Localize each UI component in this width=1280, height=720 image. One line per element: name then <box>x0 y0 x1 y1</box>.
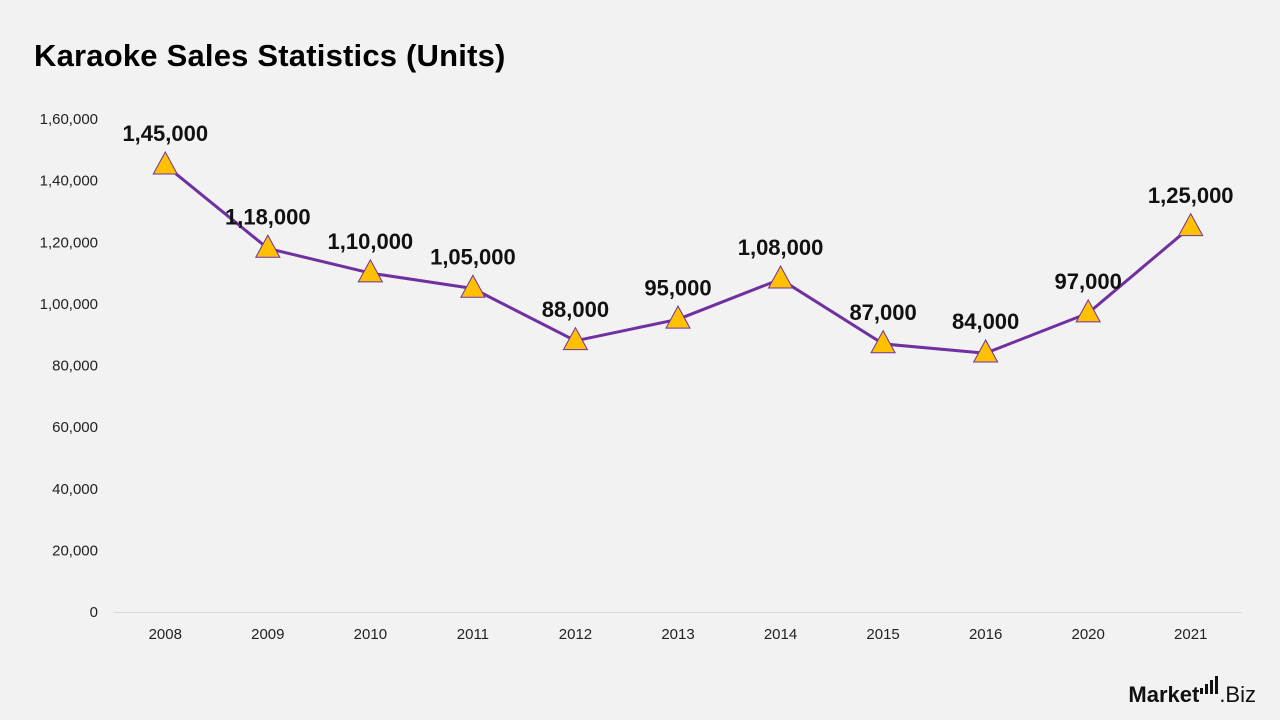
y-tick-label: 80,000 <box>52 358 98 375</box>
triangle-marker <box>254 234 281 258</box>
x-tick-label: 2008 <box>149 626 182 643</box>
y-tick-label: 1,40,000 <box>40 173 98 190</box>
data-label: 1,45,000 <box>122 121 208 146</box>
series-markers <box>152 150 1204 363</box>
y-tick-label: 1,00,000 <box>40 296 98 313</box>
data-labels: 1,45,000 1,18,000 1,10,000 1,05,000 88,000 95… <box>122 121 1233 334</box>
x-axis: 2008 2009 2010 2011 2012 2013 2014 2015 2016 2020… <box>114 612 1242 643</box>
data-label: 88,000 <box>542 297 609 322</box>
x-tick-label: 2021 <box>1174 626 1207 643</box>
data-label: 1,05,000 <box>430 244 516 269</box>
x-tick-label: 2015 <box>866 626 899 643</box>
y-tick-label: 20,000 <box>52 542 98 559</box>
triangle-marker <box>357 258 384 283</box>
y-tick-label: 0 <box>90 604 98 621</box>
y-tick-label: 1,60,000 <box>40 111 98 128</box>
data-label: 97,000 <box>1055 269 1122 294</box>
brand-suffix: .Biz <box>1219 682 1256 707</box>
triangle-marker <box>460 274 486 298</box>
x-tick-label: 2012 <box>559 626 592 643</box>
data-label: 1,08,000 <box>738 235 824 260</box>
bars-icon <box>1200 676 1219 694</box>
triangle-marker <box>767 264 794 289</box>
data-label: 1,10,000 <box>328 229 414 254</box>
data-label: 87,000 <box>849 300 916 325</box>
triangle-marker <box>972 338 999 363</box>
data-label: 84,000 <box>952 309 1019 334</box>
chart-title: Karaoke Sales Statistics (Units) <box>34 38 506 73</box>
data-label: 1,25,000 <box>1148 183 1234 208</box>
triangle-marker <box>1177 212 1204 237</box>
data-label: 1,18,000 <box>225 204 311 229</box>
triangle-marker <box>562 326 589 351</box>
triangle-marker <box>152 150 179 175</box>
x-tick-label: 2011 <box>457 626 489 643</box>
y-tick-label: 1,20,000 <box>40 234 98 251</box>
triangle-marker <box>665 305 691 329</box>
x-tick-label: 2020 <box>1071 626 1104 643</box>
x-tick-label: 2013 <box>661 626 694 643</box>
x-tick-label: 2014 <box>764 626 797 643</box>
x-tick-label: 2009 <box>251 626 284 643</box>
brand-name: Market <box>1128 682 1200 707</box>
data-label: 95,000 <box>644 275 711 300</box>
x-tick-label: 2010 <box>354 626 387 643</box>
triangle-marker <box>1075 298 1102 323</box>
triangle-marker <box>870 329 896 354</box>
y-tick-label: 40,000 <box>52 481 98 498</box>
x-tick-label: 2016 <box>969 626 1002 643</box>
y-tick-label: 60,000 <box>52 419 98 436</box>
brand-logo: Market .Biz <box>1128 676 1256 706</box>
y-axis: 0 20,000 40,000 60,000 80,000 1,00,000 1,20,00… <box>40 111 98 621</box>
